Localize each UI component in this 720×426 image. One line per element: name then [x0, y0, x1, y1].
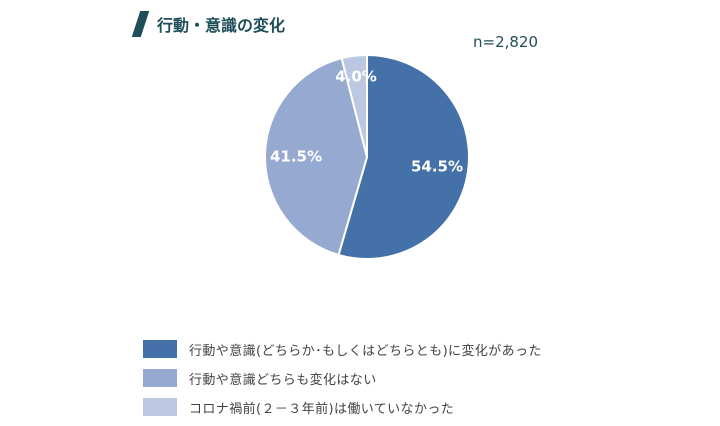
legend-swatch [143, 369, 177, 387]
legend-label: 行動や意識どちらも変化はない [189, 372, 377, 388]
legend: 行動や意識(どちらか･もしくはどちらとも)に変化があった 行動や意識どちらも変化… [143, 339, 542, 426]
legend-item: 行動や意識どちらも変化はない [143, 368, 542, 388]
legend-swatch [143, 340, 177, 358]
slice-data-label: 54.5% [411, 158, 463, 176]
sample-size: n=2,820 [473, 33, 539, 51]
legend-label: 行動や意識(どちらか･もしくはどちらとも)に変化があった [189, 343, 542, 359]
pie-slice [340, 53, 368, 158]
chart-title: 行動・意識の変化 [157, 16, 286, 35]
legend-item: コロナ禍前(２－３年前)は働いていなかった [143, 397, 542, 417]
pie-slice [337, 53, 470, 260]
slice-data-label: 41.5% [270, 148, 322, 166]
slice-data-label: 4.0% [335, 68, 377, 86]
chart-title-block: 行動・意識の変化 [131, 10, 286, 38]
legend-swatch [143, 398, 177, 416]
pie-slice [264, 56, 369, 257]
legend-item: 行動や意識(どちらか･もしくはどちらとも)に変化があった [143, 339, 542, 359]
pie-chart: 54.5% 41.5% 4.0% [264, 53, 470, 260]
legend-label: コロナ禍前(２－３年前)は働いていなかった [189, 401, 455, 417]
